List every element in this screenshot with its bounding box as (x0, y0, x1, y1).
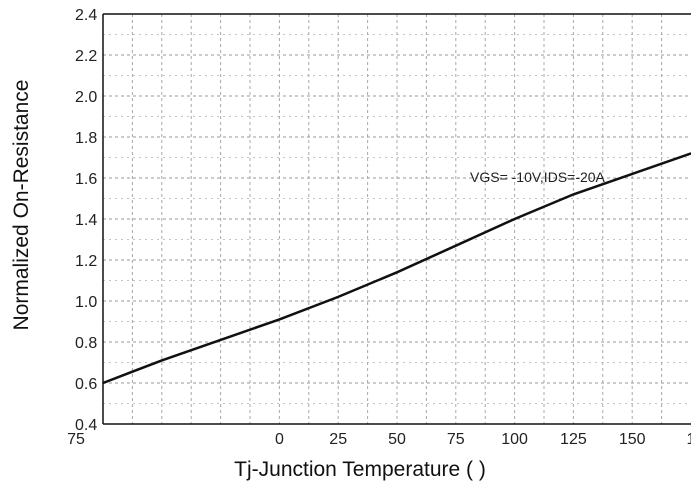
x-tick-label: 1 (687, 431, 691, 448)
y-tick-label: 2.4 (75, 7, 97, 24)
x-tick-label: 0 (275, 431, 284, 448)
x-axis-label: Tj-Junction Temperature ( ) (234, 458, 486, 481)
x-tick-label: 150 (619, 431, 646, 448)
series-point (572, 193, 575, 196)
series-point (337, 296, 340, 298)
x-tick-label: 75 (447, 431, 465, 448)
y-tick-label: 1.4 (75, 212, 97, 229)
y-tick-label: 2.2 (75, 48, 97, 65)
y-tick-label: 1.8 (75, 130, 97, 147)
x-tick-label: 75 (67, 431, 85, 448)
x-tick-label: 125 (560, 431, 587, 448)
y-tick-label: 0.8 (75, 335, 97, 352)
series-point (631, 173, 633, 175)
series-point (102, 382, 104, 384)
condition-annotation: VGS= -10V,IDS=-20A (470, 169, 606, 185)
series-point (513, 218, 516, 220)
y-tick-label: 1.2 (75, 253, 97, 270)
y-tick-label: 0.4 (75, 417, 97, 434)
series-point (455, 244, 457, 247)
series-point (278, 318, 281, 321)
y-tick-label: 0.6 (75, 376, 97, 393)
series-point (396, 271, 398, 274)
x-tick-label: 50 (388, 431, 406, 448)
y-tick-label: 1.6 (75, 171, 97, 188)
y-tick-label: 2.0 (75, 89, 97, 106)
series-point (219, 339, 222, 341)
x-tick-label: 100 (501, 431, 528, 448)
y-axis-label: Normalized On-Resistance (10, 79, 33, 331)
series-point (161, 359, 163, 362)
y-tick-label: 1.0 (75, 294, 97, 311)
x-tick-label: 25 (329, 431, 347, 448)
